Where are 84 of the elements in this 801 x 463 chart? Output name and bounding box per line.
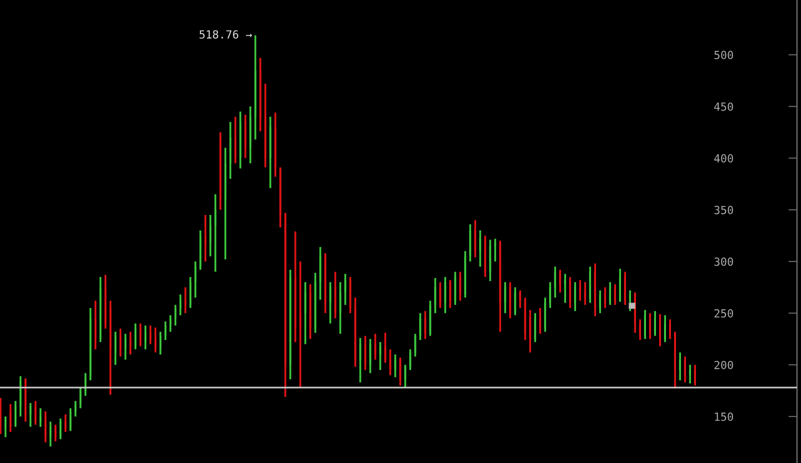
candlestick [694,364,696,386]
candlestick [94,300,96,350]
candlestick [559,268,562,294]
candlestick [169,314,172,333]
candlestick [80,386,82,410]
candlestick [20,375,22,418]
candlestick [199,230,202,271]
annotation: 518.76 → [200,30,252,39]
candlestick [164,320,166,341]
candlestick [60,418,62,440]
candlestick [110,300,112,396]
candlestick [124,332,126,361]
candlestick [639,318,642,341]
candlestick [564,272,566,304]
candlestick [614,283,616,306]
y-tick-label: 400 [714,154,734,163]
candlestick [159,330,162,356]
candlestick [664,314,666,343]
candlestick [649,312,651,340]
candlestick [629,290,632,312]
candlestick [599,290,602,314]
candlestick [144,324,146,350]
y-tick-label: 150 [715,412,734,421]
candlestick [74,400,76,418]
candlestick [644,309,646,340]
candlestick [634,292,636,334]
candlestick [134,322,136,350]
candlestick [624,270,626,306]
candlestick [90,307,92,382]
candlestick [184,286,186,314]
candlestick [40,407,42,428]
candlestick [34,400,36,426]
candlestick [114,330,116,366]
candlestick [659,313,661,348]
candlestick [669,318,671,340]
y-tick-label: 200 [714,360,734,370]
y-tick-label: 500 [714,50,734,60]
candlestick [569,276,572,309]
candlestick [204,214,206,262]
candlestick [589,266,592,304]
candlestick [14,400,16,428]
candlestick [229,121,232,180]
candlestick [44,410,46,444]
candlestick [234,116,236,164]
candlestick [584,281,586,306]
candlestick [50,420,52,448]
candlestick [154,326,156,354]
candlestick [4,416,6,438]
candlestick [10,403,12,433]
candlestick [684,356,686,384]
candlestick [30,402,32,428]
candlestick [594,262,596,318]
candlestick [100,276,102,343]
candlestick [189,276,192,309]
candlestick [150,324,152,346]
candlestick [174,304,176,326]
candlestick [224,146,226,260]
candlestick [674,330,676,390]
candlestick [654,310,656,337]
candlestick [574,281,576,312]
y-tick-label: 250 [714,309,734,318]
candlestick [619,268,622,303]
candlestick [609,281,612,306]
candlestick [579,279,582,302]
candlestick [604,286,606,309]
y-tick-label: 450 [714,102,734,111]
candlestick [689,364,691,384]
candlestick [104,274,106,330]
candlestick [209,214,212,258]
candlestick [84,372,86,397]
candlestick [24,377,26,423]
candlestick [70,407,72,432]
candlestick [64,414,66,433]
candlestick [214,193,216,273]
candlestick [130,330,132,356]
candlestick [179,294,182,316]
y-tick-label: 300 [714,257,734,266]
y-tick-label: 350 [714,206,734,214]
candlestick [140,322,142,348]
candlestick [219,131,222,211]
candlestick [194,260,196,299]
candlestick [54,424,56,442]
candlestick [120,328,122,358]
candlestick [679,352,681,382]
